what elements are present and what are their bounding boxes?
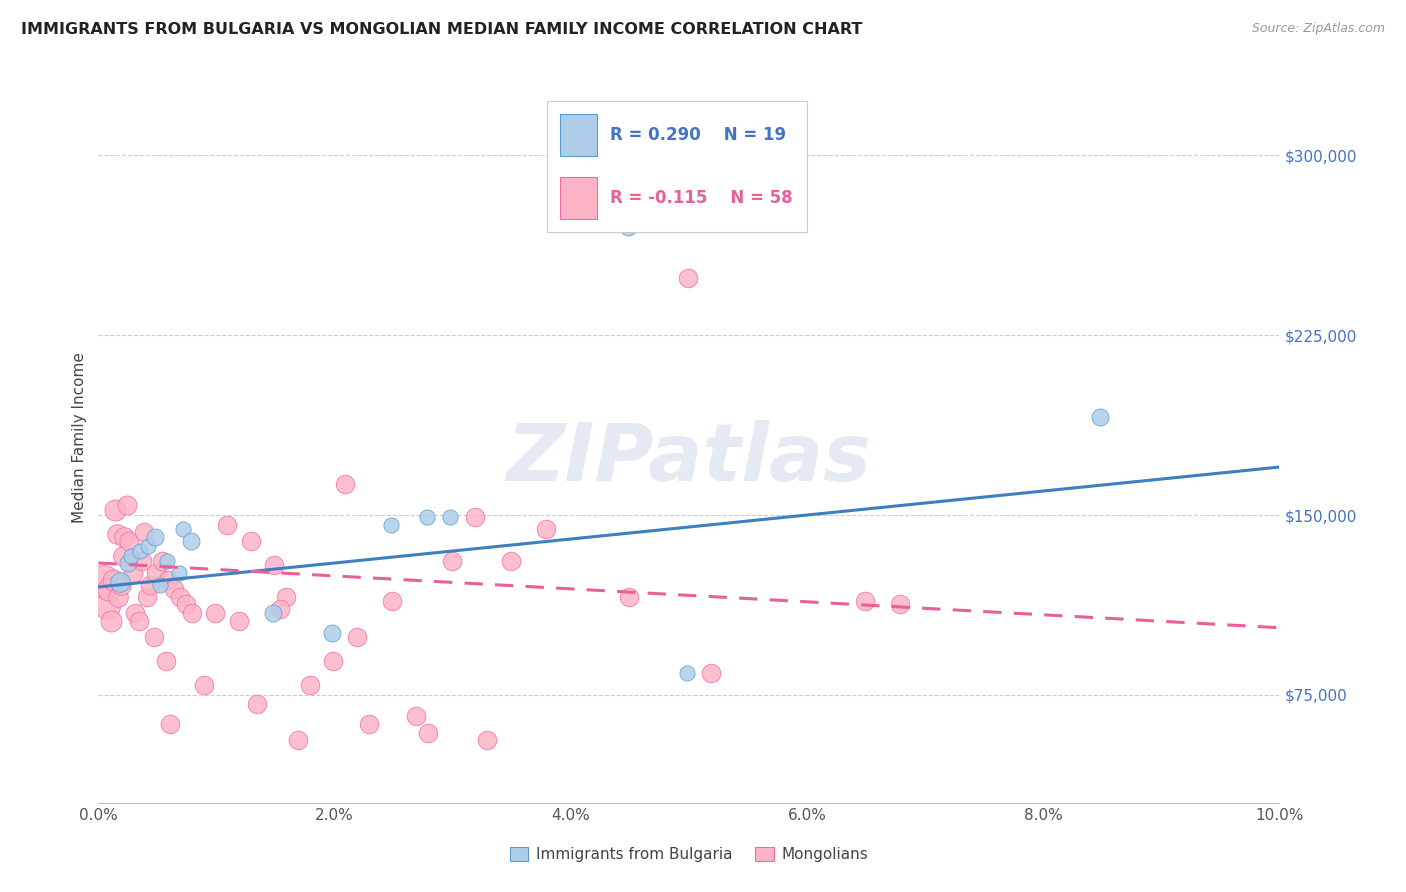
- Point: [228, 614, 250, 628]
- Point: [440, 553, 463, 567]
- Text: IMMIGRANTS FROM BULGARIA VS MONGOLIAN MEDIAN FAMILY INCOME CORRELATION CHART: IMMIGRANTS FROM BULGARIA VS MONGOLIAN ME…: [21, 22, 862, 37]
- Point: [853, 594, 876, 608]
- Point: [136, 539, 159, 553]
- Point: [180, 534, 202, 549]
- Legend: Immigrants from Bulgaria, Mongolians: Immigrants from Bulgaria, Mongolians: [503, 841, 875, 868]
- Text: Source: ZipAtlas.com: Source: ZipAtlas.com: [1251, 22, 1385, 36]
- Point: [287, 733, 309, 747]
- Point: [172, 523, 194, 537]
- Point: [204, 607, 226, 621]
- Point: [155, 654, 177, 668]
- Point: [464, 510, 486, 524]
- Point: [475, 733, 498, 747]
- Point: [150, 553, 173, 567]
- Point: [121, 566, 143, 580]
- Point: [135, 590, 157, 604]
- Point: [416, 726, 439, 740]
- Point: [889, 597, 911, 611]
- Point: [100, 614, 122, 628]
- Point: [499, 553, 522, 567]
- Point: [145, 566, 167, 580]
- Point: [107, 590, 129, 604]
- Point: [534, 523, 557, 537]
- Point: [321, 625, 343, 640]
- Point: [416, 510, 439, 524]
- Point: [193, 678, 215, 692]
- Point: [700, 666, 723, 681]
- Point: [91, 575, 114, 590]
- Point: [335, 476, 357, 491]
- Point: [380, 517, 402, 532]
- Point: [134, 524, 156, 539]
- Point: [115, 499, 138, 513]
- Point: [617, 590, 640, 604]
- Point: [139, 577, 162, 591]
- Point: [346, 630, 368, 644]
- Point: [121, 549, 143, 563]
- Point: [98, 582, 121, 597]
- Point: [112, 530, 135, 544]
- Point: [439, 510, 461, 524]
- Point: [180, 607, 202, 621]
- Point: [163, 582, 186, 597]
- Point: [276, 590, 298, 604]
- Point: [104, 503, 127, 517]
- Point: [676, 270, 699, 285]
- Point: [143, 530, 166, 544]
- Point: [246, 698, 269, 712]
- Point: [108, 575, 131, 590]
- Point: [128, 544, 150, 558]
- Point: [616, 220, 638, 235]
- Point: [112, 549, 135, 563]
- Point: [322, 654, 344, 668]
- Point: [118, 534, 141, 549]
- Point: [167, 566, 190, 580]
- Point: [131, 553, 153, 567]
- Point: [124, 607, 146, 621]
- Point: [269, 601, 291, 615]
- Point: [675, 666, 697, 681]
- Point: [156, 553, 179, 567]
- Point: [96, 599, 118, 614]
- Point: [105, 527, 128, 541]
- Point: [159, 716, 181, 731]
- Point: [262, 607, 284, 621]
- Point: [128, 614, 150, 628]
- Point: [381, 594, 404, 608]
- Point: [217, 517, 239, 532]
- Point: [157, 573, 180, 587]
- Point: [101, 573, 124, 587]
- Point: [405, 709, 427, 723]
- Text: ZIPatlas: ZIPatlas: [506, 420, 872, 498]
- Point: [142, 630, 165, 644]
- Point: [149, 577, 172, 591]
- Point: [110, 577, 132, 591]
- Point: [298, 678, 321, 692]
- Point: [117, 556, 139, 570]
- Point: [263, 558, 285, 573]
- Point: [169, 590, 191, 604]
- Point: [239, 534, 262, 549]
- Y-axis label: Median Family Income: Median Family Income: [72, 351, 87, 523]
- Point: [174, 597, 197, 611]
- Point: [357, 716, 380, 731]
- Point: [1088, 409, 1111, 424]
